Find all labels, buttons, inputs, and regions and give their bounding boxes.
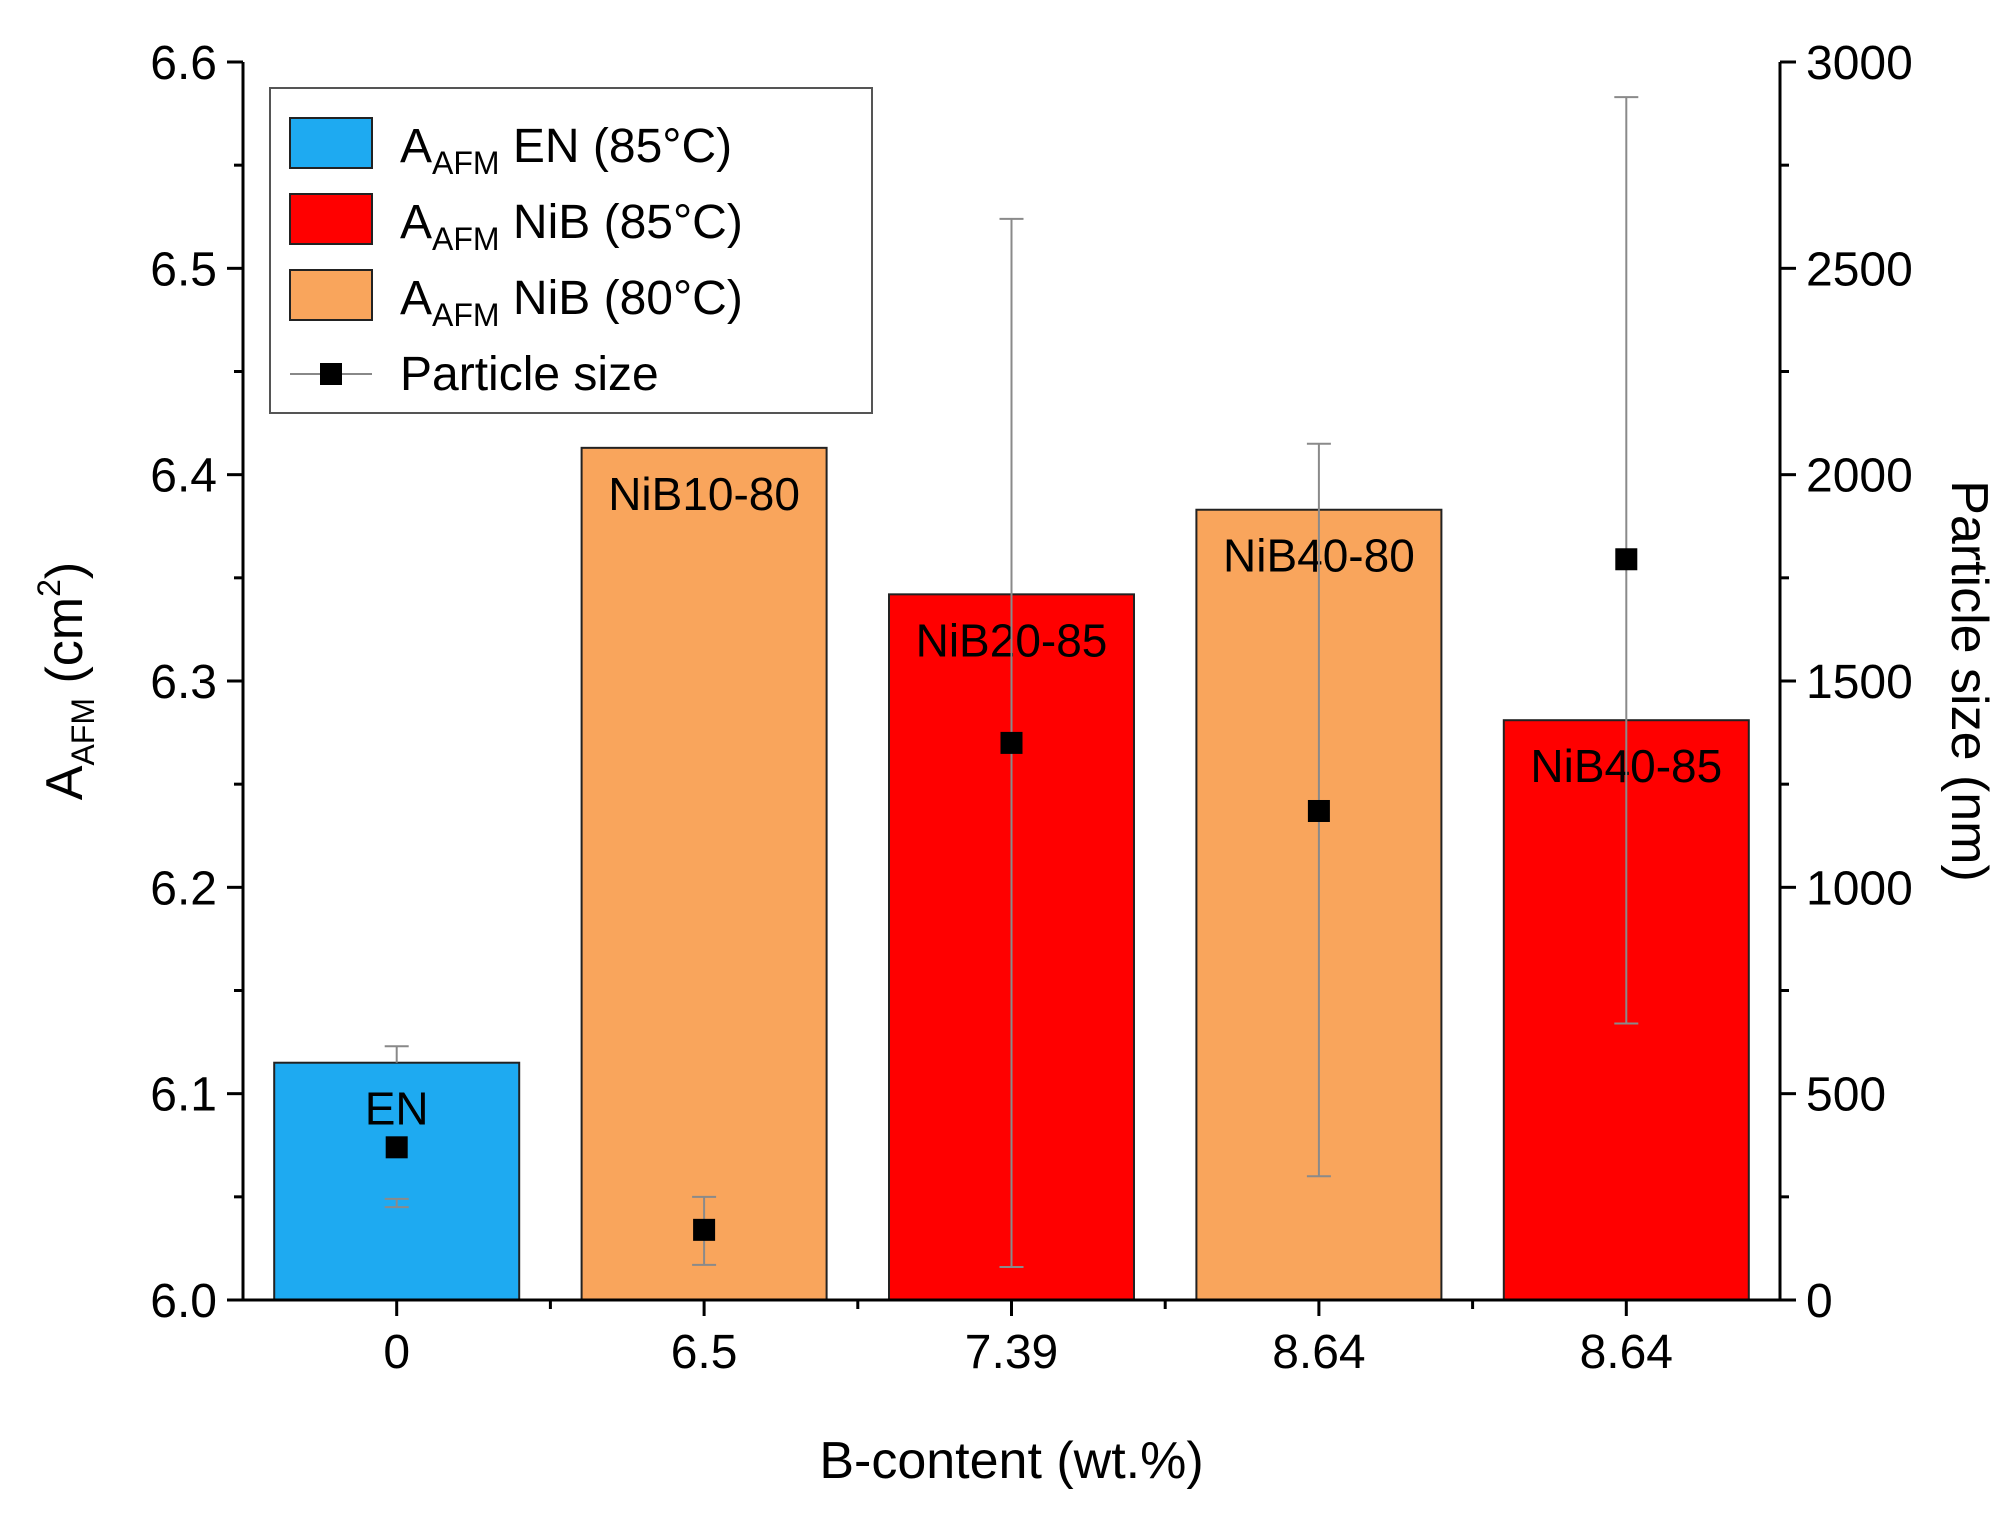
y2-tick-label: 0 — [1806, 1275, 1833, 1328]
y-tick-label: 6.2 — [150, 862, 217, 915]
legend-label: AAFM NiB (80°C) — [400, 272, 743, 333]
bar-label: NiB10-80 — [608, 468, 800, 520]
particle-size-points-layer — [385, 548, 1638, 1241]
legend-label-prefix: A — [400, 196, 432, 249]
y-axis-title-unit_close: ) — [36, 562, 94, 579]
y-tick-label: 6.4 — [150, 450, 217, 503]
legend-label-prefix: A — [400, 272, 432, 325]
x-axis-title: B-content (wt.%) — [819, 1432, 1203, 1490]
legend-swatch — [289, 269, 373, 321]
x-tick-label: 8.64 — [1580, 1326, 1673, 1379]
legend-swatch — [289, 193, 373, 245]
legend-marker — [320, 363, 342, 385]
legend-label: AAFM EN (85°C) — [400, 120, 732, 181]
y-tick-label: 6.3 — [150, 656, 217, 709]
x-tick-label: 6.5 — [671, 1326, 738, 1379]
y-axis-title-sup: 2 — [31, 579, 67, 597]
legend: AAFM EN (85°C)AAFM NiB (85°C)AAFM NiB (8… — [269, 87, 873, 414]
particle-size-point — [385, 1136, 408, 1159]
y-tick-label: 6.5 — [150, 243, 217, 296]
legend-label-prefix: A — [400, 120, 432, 173]
legend-swatch — [289, 117, 373, 169]
y-axis-title-unit_open: (cm — [36, 597, 94, 698]
y2-tick-label: 1000 — [1806, 862, 1913, 915]
particle-size-point — [693, 1218, 716, 1241]
y2-axis-title: Particle size (nm) — [1940, 480, 1998, 882]
y-axis-title: AAFM (cm2) — [31, 562, 101, 800]
x-tick-label: 7.39 — [965, 1326, 1058, 1379]
y-axis-title-sub: AFM — [65, 698, 101, 766]
particle-size-point — [1000, 731, 1023, 754]
legend-label-sub: AFM — [432, 145, 500, 181]
legend-label: AAFM NiB (85°C) — [400, 196, 743, 257]
legend-label-sub: AFM — [432, 221, 500, 257]
axes-layer: 6.0 6.1 6.2 6.3 6.4 6.5 6.6 0 500 1000 1500 2000 250… — [31, 37, 1998, 1490]
x-tick-label: 8.64 — [1272, 1326, 1365, 1379]
y-tick-label: 6.1 — [150, 1069, 217, 1122]
legend-label-suffix: NiB (85°C) — [500, 196, 743, 249]
y-axis-title-main: A — [36, 765, 94, 800]
legend-label-sub: AFM — [432, 297, 500, 333]
bar — [273, 1061, 521, 1302]
bar — [580, 446, 828, 1301]
y2-tick-label: 3000 — [1806, 37, 1913, 90]
y-tick-label: 6.0 — [150, 1275, 217, 1328]
y2-tick-label: 500 — [1806, 1069, 1886, 1122]
y-tick-label: 6.6 — [150, 37, 217, 90]
legend-label-suffix: NiB (80°C) — [500, 272, 743, 325]
y2-tick-label: 1500 — [1806, 656, 1913, 709]
y2-tick-label: 2000 — [1806, 450, 1913, 503]
legend-label-suffix: EN (85°C) — [500, 120, 733, 173]
bar-label: EN — [365, 1083, 429, 1135]
x-tick-label: 0 — [383, 1326, 410, 1379]
particle-size-point — [1615, 548, 1638, 571]
particle-size-point — [1307, 799, 1330, 822]
y2-tick-label: 2500 — [1806, 243, 1913, 296]
legend-label: Particle size — [400, 348, 659, 401]
